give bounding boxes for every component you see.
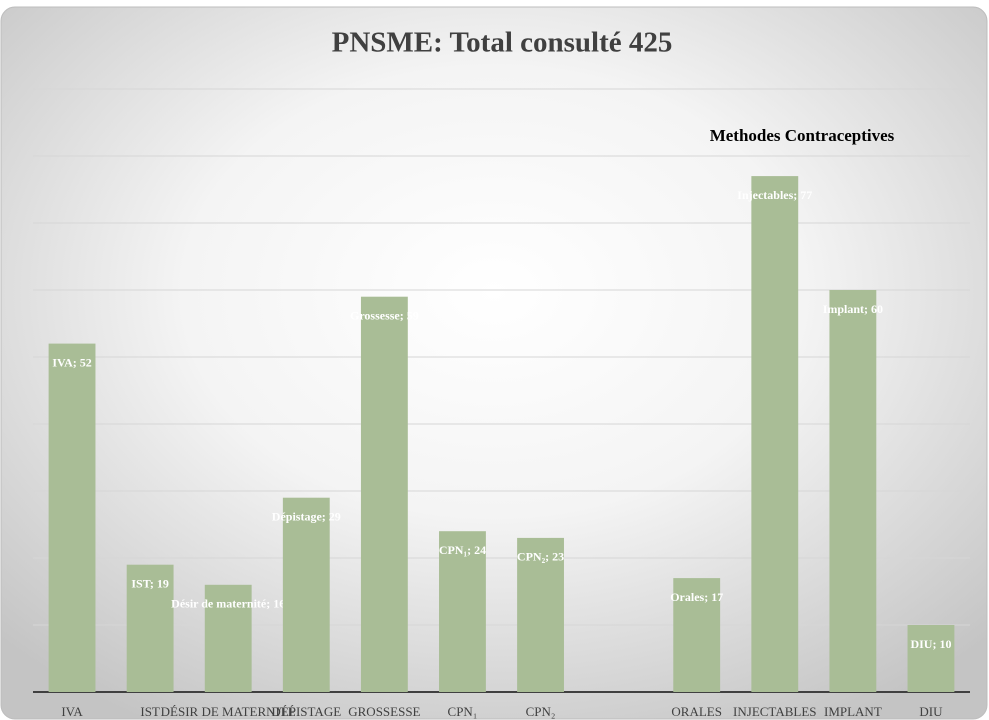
data-label: Dépistage; 29 bbox=[272, 509, 341, 523]
x-tick-label: CPN₁ bbox=[448, 704, 478, 719]
x-tick-label: GROSSESSE bbox=[348, 704, 420, 719]
data-label: Orales; 17 bbox=[670, 590, 723, 604]
bar bbox=[48, 343, 96, 692]
bar bbox=[829, 290, 877, 692]
data-label: IVA; 52 bbox=[52, 355, 91, 369]
x-tick-label: DÉPISTAGE bbox=[271, 704, 341, 719]
x-tick-label: DIU bbox=[919, 704, 943, 719]
bar bbox=[126, 564, 174, 692]
annotation: Methodes Contraceptives bbox=[710, 126, 895, 145]
x-tick-label: IMPLANT bbox=[824, 704, 882, 719]
bar bbox=[517, 537, 564, 692]
bar bbox=[907, 625, 955, 692]
x-tick-label: IST bbox=[140, 704, 160, 719]
x-tick-label: CPN₂ bbox=[526, 704, 556, 719]
x-tick-label: ORALES bbox=[671, 704, 722, 719]
data-label: Désir de maternité; 16 bbox=[171, 597, 285, 611]
bar bbox=[673, 578, 721, 692]
chart-background bbox=[0, 6, 988, 720]
data-label: CPN₁; 24 bbox=[439, 543, 486, 557]
bar bbox=[204, 584, 252, 692]
bar bbox=[751, 176, 799, 693]
data-label: CPN₂; 23 bbox=[517, 550, 564, 564]
data-label: DIU; 10 bbox=[910, 637, 951, 651]
x-tick-label: IVA bbox=[61, 704, 83, 719]
bar bbox=[439, 531, 486, 692]
data-label: IST; 19 bbox=[131, 576, 168, 590]
bar bbox=[360, 296, 408, 692]
data-label: Implant; 60 bbox=[823, 302, 883, 316]
data-label: Injectables; 77 bbox=[737, 188, 812, 202]
x-tick-label: INJECTABLES bbox=[733, 704, 816, 719]
x-tick-label: DÉSIR DE MATERNITÉ bbox=[161, 704, 296, 719]
data-label: Grossesse; 59 bbox=[350, 308, 419, 322]
bar bbox=[282, 497, 330, 692]
chart-title: PNSME: Total consulté 425 bbox=[332, 27, 673, 59]
